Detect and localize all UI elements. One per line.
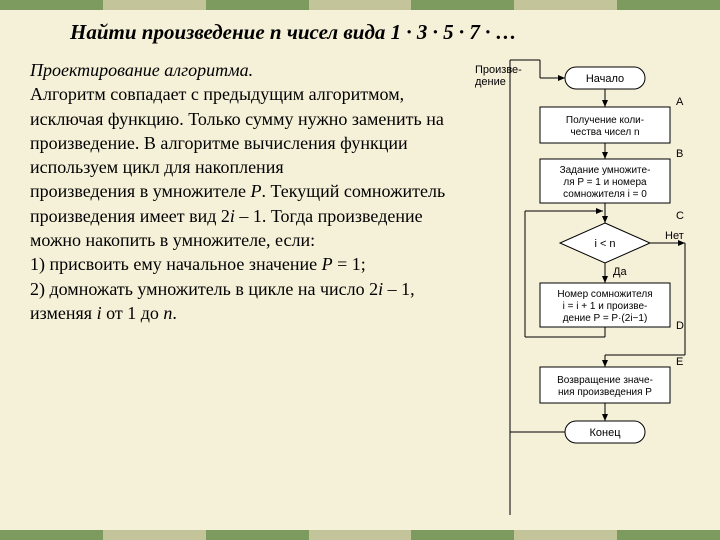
bar-seg xyxy=(514,0,617,10)
bar-seg xyxy=(617,0,720,10)
bar-seg xyxy=(0,0,103,10)
flowchart: Произве-дение Начало Получение коли-чества… xyxy=(470,55,710,525)
svg-text:ния произведения P: ния произведения P xyxy=(558,387,652,398)
svg-text:C: C xyxy=(676,210,684,222)
svg-text:сомножителя i = 0: сомножителя i = 0 xyxy=(563,189,647,200)
body-text: Проектирование алгоритма. Алгоритм совпа… xyxy=(30,58,460,325)
top-accent-bar xyxy=(0,0,720,10)
bar-seg xyxy=(411,530,514,540)
text-span: 1) присвоить ему начальное значение xyxy=(30,254,322,274)
text-p4: 1) присвоить ему начальное значение P = … xyxy=(30,252,460,276)
svg-text:дение: дение xyxy=(475,76,506,88)
bar-seg xyxy=(309,0,412,10)
text-span: P xyxy=(250,181,261,201)
page-title: Найти произведение n чисел вида 1 · 3 · … xyxy=(70,20,690,45)
svg-text:Возвращение значе-: Возвращение значе- xyxy=(557,375,653,386)
bottom-accent-bar xyxy=(0,530,720,540)
bar-seg xyxy=(514,530,617,540)
svg-text:E: E xyxy=(676,356,683,368)
svg-text:Конец: Конец xyxy=(589,427,621,439)
text-span: от 1 до xyxy=(102,303,164,323)
bar-seg xyxy=(103,0,206,10)
svg-text:Да: Да xyxy=(613,266,627,278)
svg-text:чества чисел n: чества чисел n xyxy=(570,127,639,138)
bar-seg xyxy=(103,530,206,540)
bar-seg xyxy=(411,0,514,10)
svg-text:i < n: i < n xyxy=(594,238,615,250)
text-p3: произведения в умножителе P. Текущий сом… xyxy=(30,179,460,252)
svg-text:Номер сомножителя: Номер сомножителя xyxy=(557,289,652,300)
svg-text:A: A xyxy=(676,96,684,108)
text-p2: Алгоритм совпадает с предыдущим алгоритм… xyxy=(30,82,460,179)
svg-text:дение P = P·(2i−1): дение P = P·(2i−1) xyxy=(563,313,648,324)
svg-text:Начало: Начало xyxy=(586,73,624,85)
bar-seg xyxy=(206,0,309,10)
text-span: произведения в умножителе xyxy=(30,181,250,201)
flowchart-svg: Произве-дение Начало Получение коли-чества… xyxy=(470,55,710,525)
svg-text:Задание умножите-: Задание умножите- xyxy=(560,165,651,176)
bar-seg xyxy=(206,530,309,540)
svg-text:B: B xyxy=(676,148,683,160)
bar-seg xyxy=(617,530,720,540)
text-p1: Проектирование алгоритма. xyxy=(30,60,253,80)
text-span: . xyxy=(172,303,177,323)
bar-seg xyxy=(0,530,103,540)
svg-text:i = i + 1 и произве-: i = i + 1 и произве- xyxy=(563,301,648,312)
text-span: P xyxy=(322,254,333,274)
text-p5: 2) домножать умножитель в цикле на число… xyxy=(30,277,460,326)
text-span: 2) домножать умножитель в цикле на число… xyxy=(30,279,378,299)
text-span: = 1; xyxy=(333,254,366,274)
svg-text:Произве-: Произве- xyxy=(475,64,522,76)
svg-text:ля P = 1 и номера: ля P = 1 и номера xyxy=(563,177,647,188)
svg-text:D: D xyxy=(676,320,684,332)
svg-text:Нет: Нет xyxy=(665,230,684,242)
bar-seg xyxy=(309,530,412,540)
svg-text:Получение коли-: Получение коли- xyxy=(566,115,644,126)
